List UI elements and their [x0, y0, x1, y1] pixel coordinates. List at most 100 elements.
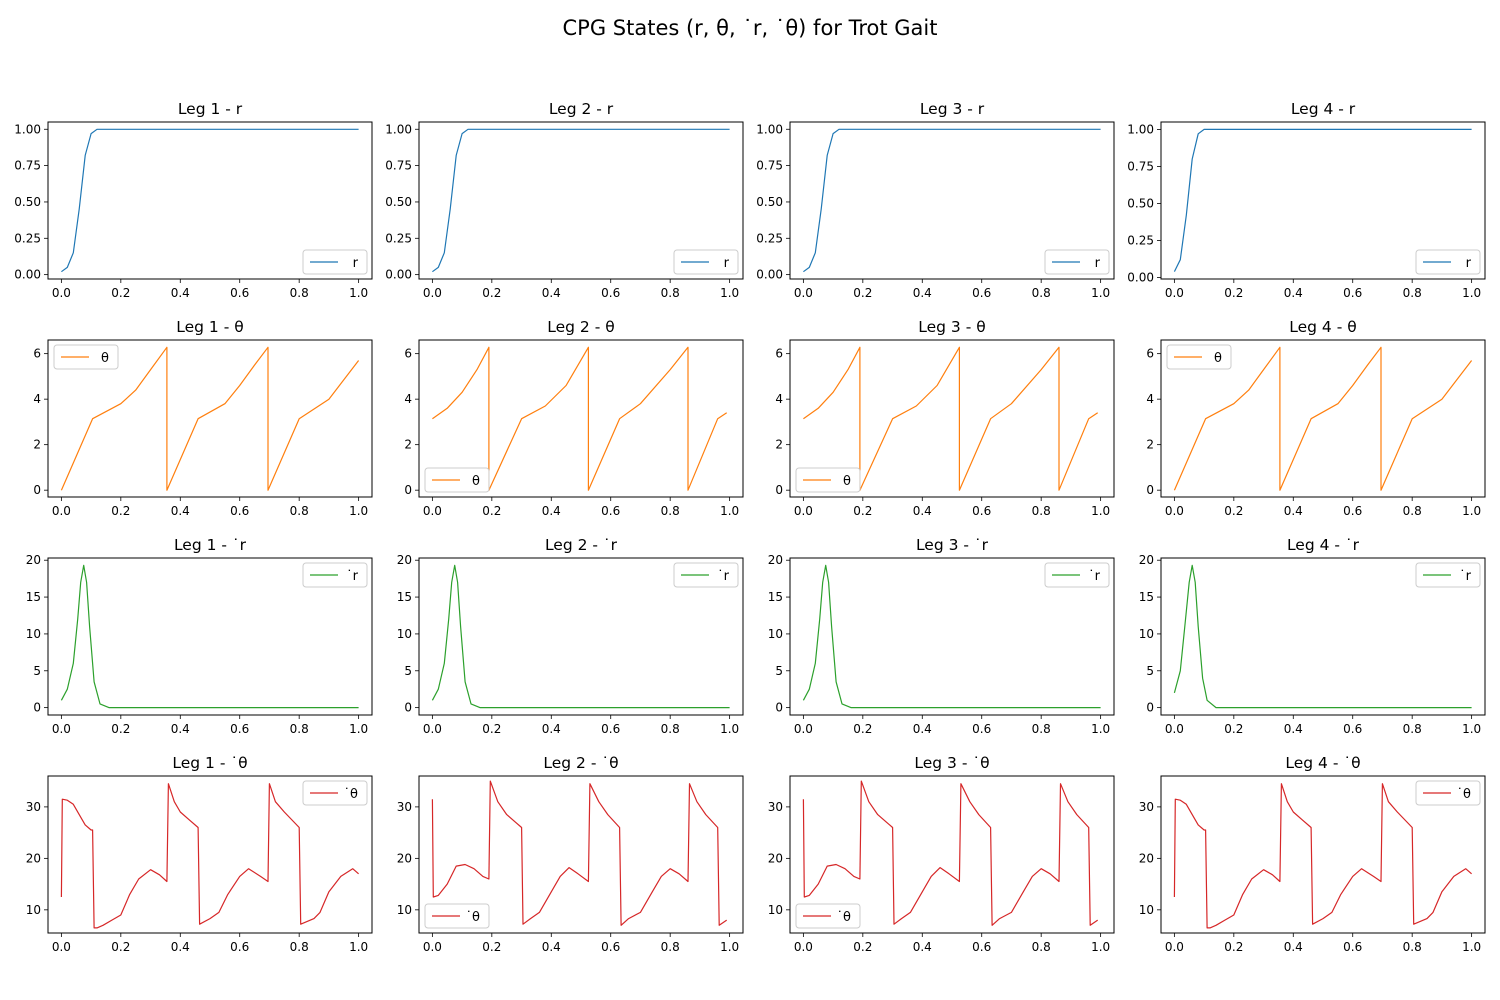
x-tick-label: 0.0 — [52, 940, 71, 954]
y-tick-label: 2 — [404, 438, 412, 452]
y-tick-label: 1.00 — [14, 122, 41, 136]
axes-frame — [1160, 339, 1486, 498]
legend: ˙r — [1415, 562, 1481, 588]
y-tick-label: 0 — [404, 701, 412, 715]
legend-label: r — [1466, 256, 1472, 271]
y-tick-label: 30 — [397, 800, 412, 814]
legend: r — [1415, 249, 1481, 275]
legend-label: θ — [101, 351, 109, 366]
legend: ˙θ — [1415, 780, 1481, 806]
x-tick-label: 1.0 — [1091, 940, 1110, 954]
legend-label: θ — [472, 474, 480, 489]
x-tick-label: 0.2 — [1224, 722, 1243, 736]
x-tick-label: 0.4 — [171, 504, 190, 518]
y-tick-label: 4 — [33, 392, 41, 406]
legend-label: ˙r — [346, 569, 359, 584]
x-tick-label: 0.4 — [1284, 722, 1303, 736]
subplot-6: Leg 2 - θ 0.0 0.2 0.4 0.6 0.8 1.0 0 2 4 6 θ — [404, 318, 744, 518]
x-tick-label: 0.4 — [1284, 286, 1303, 300]
y-tick-label: 30 — [768, 800, 783, 814]
y-tick-label: 0.50 — [385, 195, 412, 209]
y-tick-label: 10 — [768, 903, 783, 917]
series-line — [60, 564, 359, 709]
legend: θ — [1166, 344, 1232, 370]
legend-label: ˙θ — [344, 787, 359, 802]
legend-label: r — [724, 256, 730, 271]
subplot-10: Leg 2 - ˙r 0.0 0.2 0.4 0.6 0.8 1.0 0 5 10 15 20 ˙r — [397, 536, 744, 736]
x-tick-label: 0.6 — [601, 722, 620, 736]
x-tick-label: 0.6 — [230, 940, 249, 954]
x-tick-label: 0.2 — [853, 504, 872, 518]
legend-label: θ — [1214, 351, 1222, 366]
x-tick-label: 0.4 — [542, 504, 561, 518]
subplot-4: Leg 4 - r 0.0 0.2 0.4 0.6 0.8 1.0 0.00 0.25 0.50 0… — [1127, 100, 1486, 300]
subplot-8: Leg 4 - θ 0.0 0.2 0.4 0.6 0.8 1.0 0 2 4 6 θ — [1146, 318, 1486, 518]
y-tick-label: 10 — [1139, 627, 1154, 641]
x-tick-label: 0.8 — [290, 286, 309, 300]
legend: θ — [53, 344, 119, 370]
y-tick-label: 0.00 — [756, 268, 783, 282]
series-line — [803, 346, 1099, 491]
x-tick-label: 0.8 — [1403, 722, 1422, 736]
y-tick-label: 2 — [1146, 438, 1154, 452]
x-tick-label: 0.0 — [52, 286, 71, 300]
axes-frame — [418, 775, 744, 934]
x-tick-label: 0.6 — [972, 504, 991, 518]
y-tick-label: 0.75 — [1127, 159, 1154, 173]
x-tick-label: 0.0 — [423, 286, 442, 300]
y-tick-label: 15 — [26, 590, 41, 604]
x-tick-label: 0.8 — [1032, 940, 1051, 954]
x-tick-label: 0.0 — [1165, 940, 1184, 954]
y-tick-label: 4 — [404, 392, 412, 406]
y-tick-label: 0.75 — [756, 159, 783, 173]
y-tick-label: 6 — [404, 347, 412, 361]
x-tick-label: 0.6 — [601, 286, 620, 300]
y-tick-label: 20 — [397, 553, 412, 567]
x-tick-label: 0.8 — [661, 286, 680, 300]
legend-label: ˙r — [1088, 569, 1101, 584]
series-line — [1173, 783, 1472, 929]
x-tick-label: 0.2 — [482, 504, 501, 518]
x-tick-label: 0.6 — [230, 286, 249, 300]
x-tick-label: 0.8 — [661, 504, 680, 518]
x-tick-label: 0.2 — [1224, 286, 1243, 300]
x-tick-label: 0.0 — [794, 722, 813, 736]
y-tick-label: 0.25 — [14, 231, 41, 245]
series-line — [432, 346, 728, 491]
x-tick-label: 0.8 — [1032, 722, 1051, 736]
x-tick-label: 0.2 — [853, 722, 872, 736]
series-line — [61, 128, 359, 273]
y-tick-label: 0 — [33, 701, 41, 715]
subplot-title: Leg 2 - θ — [547, 318, 614, 336]
y-tick-label: 1.00 — [385, 122, 412, 136]
legend-label: ˙θ — [837, 910, 852, 925]
x-tick-label: 1.0 — [1462, 504, 1481, 518]
x-tick-label: 1.0 — [720, 722, 739, 736]
x-tick-label: 0.0 — [1165, 504, 1184, 518]
x-tick-label: 1.0 — [1091, 504, 1110, 518]
x-tick-label: 0.6 — [1343, 504, 1362, 518]
x-tick-label: 0.6 — [1343, 722, 1362, 736]
subplot-1: Leg 1 - r 0.0 0.2 0.4 0.6 0.8 1.0 0.00 0.25 0.50 0… — [14, 100, 373, 300]
axes-frame — [1160, 121, 1486, 280]
subplot-title: Leg 2 - ˙θ — [543, 754, 618, 772]
subplot-title: Leg 4 - θ — [1289, 318, 1356, 336]
series-line — [431, 780, 728, 926]
x-tick-label: 0.0 — [52, 504, 71, 518]
legend: ˙θ — [424, 903, 490, 929]
y-tick-label: 0.25 — [1127, 233, 1154, 247]
x-tick-label: 0.4 — [542, 286, 561, 300]
y-tick-label: 30 — [1139, 800, 1154, 814]
legend: ˙r — [1044, 562, 1110, 588]
x-tick-label: 0.2 — [1224, 940, 1243, 954]
series-line — [803, 128, 1101, 273]
x-tick-label: 1.0 — [1091, 286, 1110, 300]
axes-frame — [47, 775, 373, 934]
x-tick-label: 0.2 — [1224, 504, 1243, 518]
x-tick-label: 0.6 — [601, 940, 620, 954]
x-tick-label: 0.4 — [913, 940, 932, 954]
y-tick-label: 10 — [397, 903, 412, 917]
subplot-2: Leg 2 - r 0.0 0.2 0.4 0.6 0.8 1.0 0.00 0.25 0.50 0… — [385, 100, 744, 300]
x-tick-label: 0.0 — [52, 722, 71, 736]
subplot-3: Leg 3 - r 0.0 0.2 0.4 0.6 0.8 1.0 0.00 0.25 0.50 0… — [756, 100, 1115, 300]
